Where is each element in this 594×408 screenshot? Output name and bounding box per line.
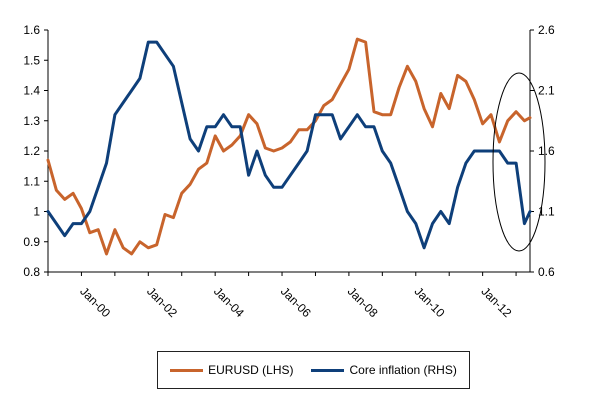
y-left-tick-label: 1.6 (23, 23, 40, 37)
y-left-tick-label: 0.9 (23, 235, 40, 249)
legend-item-eurusd: EURUSD (LHS) (170, 363, 293, 377)
series-line-core-inflation (46, 40, 532, 250)
x-tick-label: Jan-00 (77, 284, 113, 320)
y-left-tick-label: 1.2 (23, 144, 40, 158)
y-left-tick-label: 1 (33, 205, 40, 219)
y-right-tick-label: 1.1 (538, 205, 555, 219)
legend-label-eurusd: EURUSD (LHS) (208, 363, 294, 377)
y-left-tick-label: 1.4 (23, 84, 40, 98)
y-right-tick-label: 2.6 (538, 23, 555, 37)
legend-swatch-core-inflation (311, 368, 345, 372)
x-tick-label: Jan-10 (412, 284, 448, 320)
x-tick-label: Jan-12 (479, 284, 515, 320)
y-right-tick-label: 2.1 (538, 84, 555, 98)
x-tick-label: Jan-04 (211, 284, 247, 320)
y-left-tick-label: 1.3 (23, 114, 40, 128)
x-tick-label: Jan-08 (345, 284, 381, 320)
legend: EURUSD (LHS) Core inflation (RHS) (157, 351, 470, 389)
legend-label-core-inflation: Core inflation (RHS) (349, 363, 457, 377)
highlight-ellipse (492, 72, 546, 252)
series-layer (46, 37, 532, 256)
y-right-tick-label: 0.6 (538, 265, 555, 279)
annotation-layer (492, 72, 546, 252)
y-left-tick-label: 1.5 (23, 53, 40, 67)
x-tick-label: Jan-06 (278, 284, 314, 320)
y-left-tick-label: 0.8 (23, 265, 40, 279)
series-line-eurusd (46, 37, 532, 256)
legend-swatch-eurusd (170, 368, 204, 372)
legend-item-core-inflation: Core inflation (RHS) (311, 363, 457, 377)
x-tick-label: Jan-02 (144, 284, 180, 320)
y-right-tick-label: 1.6 (538, 144, 555, 158)
y-left-tick-label: 1.1 (23, 174, 40, 188)
